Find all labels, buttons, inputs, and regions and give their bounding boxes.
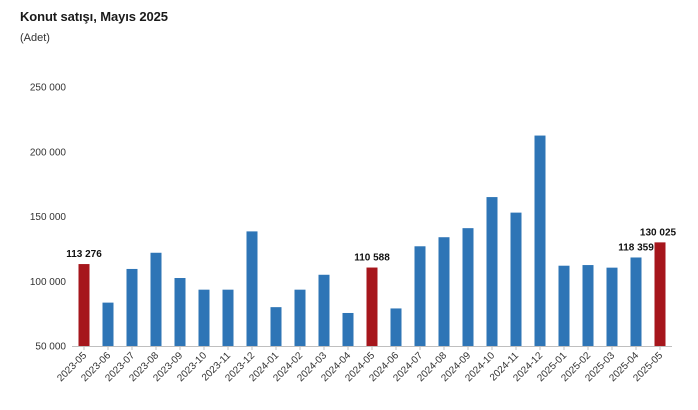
data-labels: 113 276 110 588 118 359 130 025 (66, 227, 676, 263)
chart-title: Konut satışı, Mayıs 2025 (20, 9, 168, 24)
bar-2024-06 (390, 308, 402, 346)
y-tick-label: 150 000 (30, 212, 67, 223)
data-label: 113 276 (66, 249, 102, 260)
bar-2025-04 (630, 257, 642, 346)
data-label: 110 588 (354, 253, 390, 264)
bar-2024-10 (486, 197, 498, 346)
bar-2025-03 (606, 267, 618, 346)
bar-2024-08 (438, 237, 450, 346)
y-tick-label: 250 000 (30, 83, 67, 94)
bar-2023-08 (150, 252, 162, 346)
x-axis: 2023-052023-062023-072023-082023-092023-… (55, 346, 665, 384)
bar-2024-03 (318, 274, 330, 346)
y-tick-label: 50 000 (35, 342, 66, 353)
bar-2024-02 (294, 289, 306, 346)
bar-2025-05 (654, 242, 666, 346)
bar-2024-11 (510, 212, 522, 346)
bar-2023-06 (102, 302, 114, 346)
chart-subtitle: (Adet) (20, 32, 50, 44)
bar-2023-12 (246, 231, 258, 346)
bar-2023-05 (78, 264, 90, 346)
y-axis: 50 000 100 000 150 000 200 000 250 000 (30, 83, 67, 353)
bar-2024-07 (414, 246, 426, 346)
y-tick-label: 200 000 (30, 147, 67, 158)
bar-2023-11 (222, 289, 234, 346)
bar-2025-01 (558, 265, 570, 346)
bar-2024-12 (534, 135, 546, 346)
data-label: 130 025 (640, 227, 677, 238)
bars (78, 135, 666, 346)
bar-2024-01 (270, 307, 282, 346)
bar-2025-02 (582, 265, 594, 346)
y-tick-label: 100 000 (30, 277, 67, 288)
bar-2024-05 (366, 267, 378, 346)
bar-2023-07 (126, 268, 138, 346)
data-label: 118 359 (618, 242, 654, 253)
bar-2024-09 (462, 228, 474, 346)
bar-2024-04 (342, 312, 354, 346)
bar-2023-09 (174, 278, 186, 346)
bar-2023-10 (198, 289, 210, 346)
